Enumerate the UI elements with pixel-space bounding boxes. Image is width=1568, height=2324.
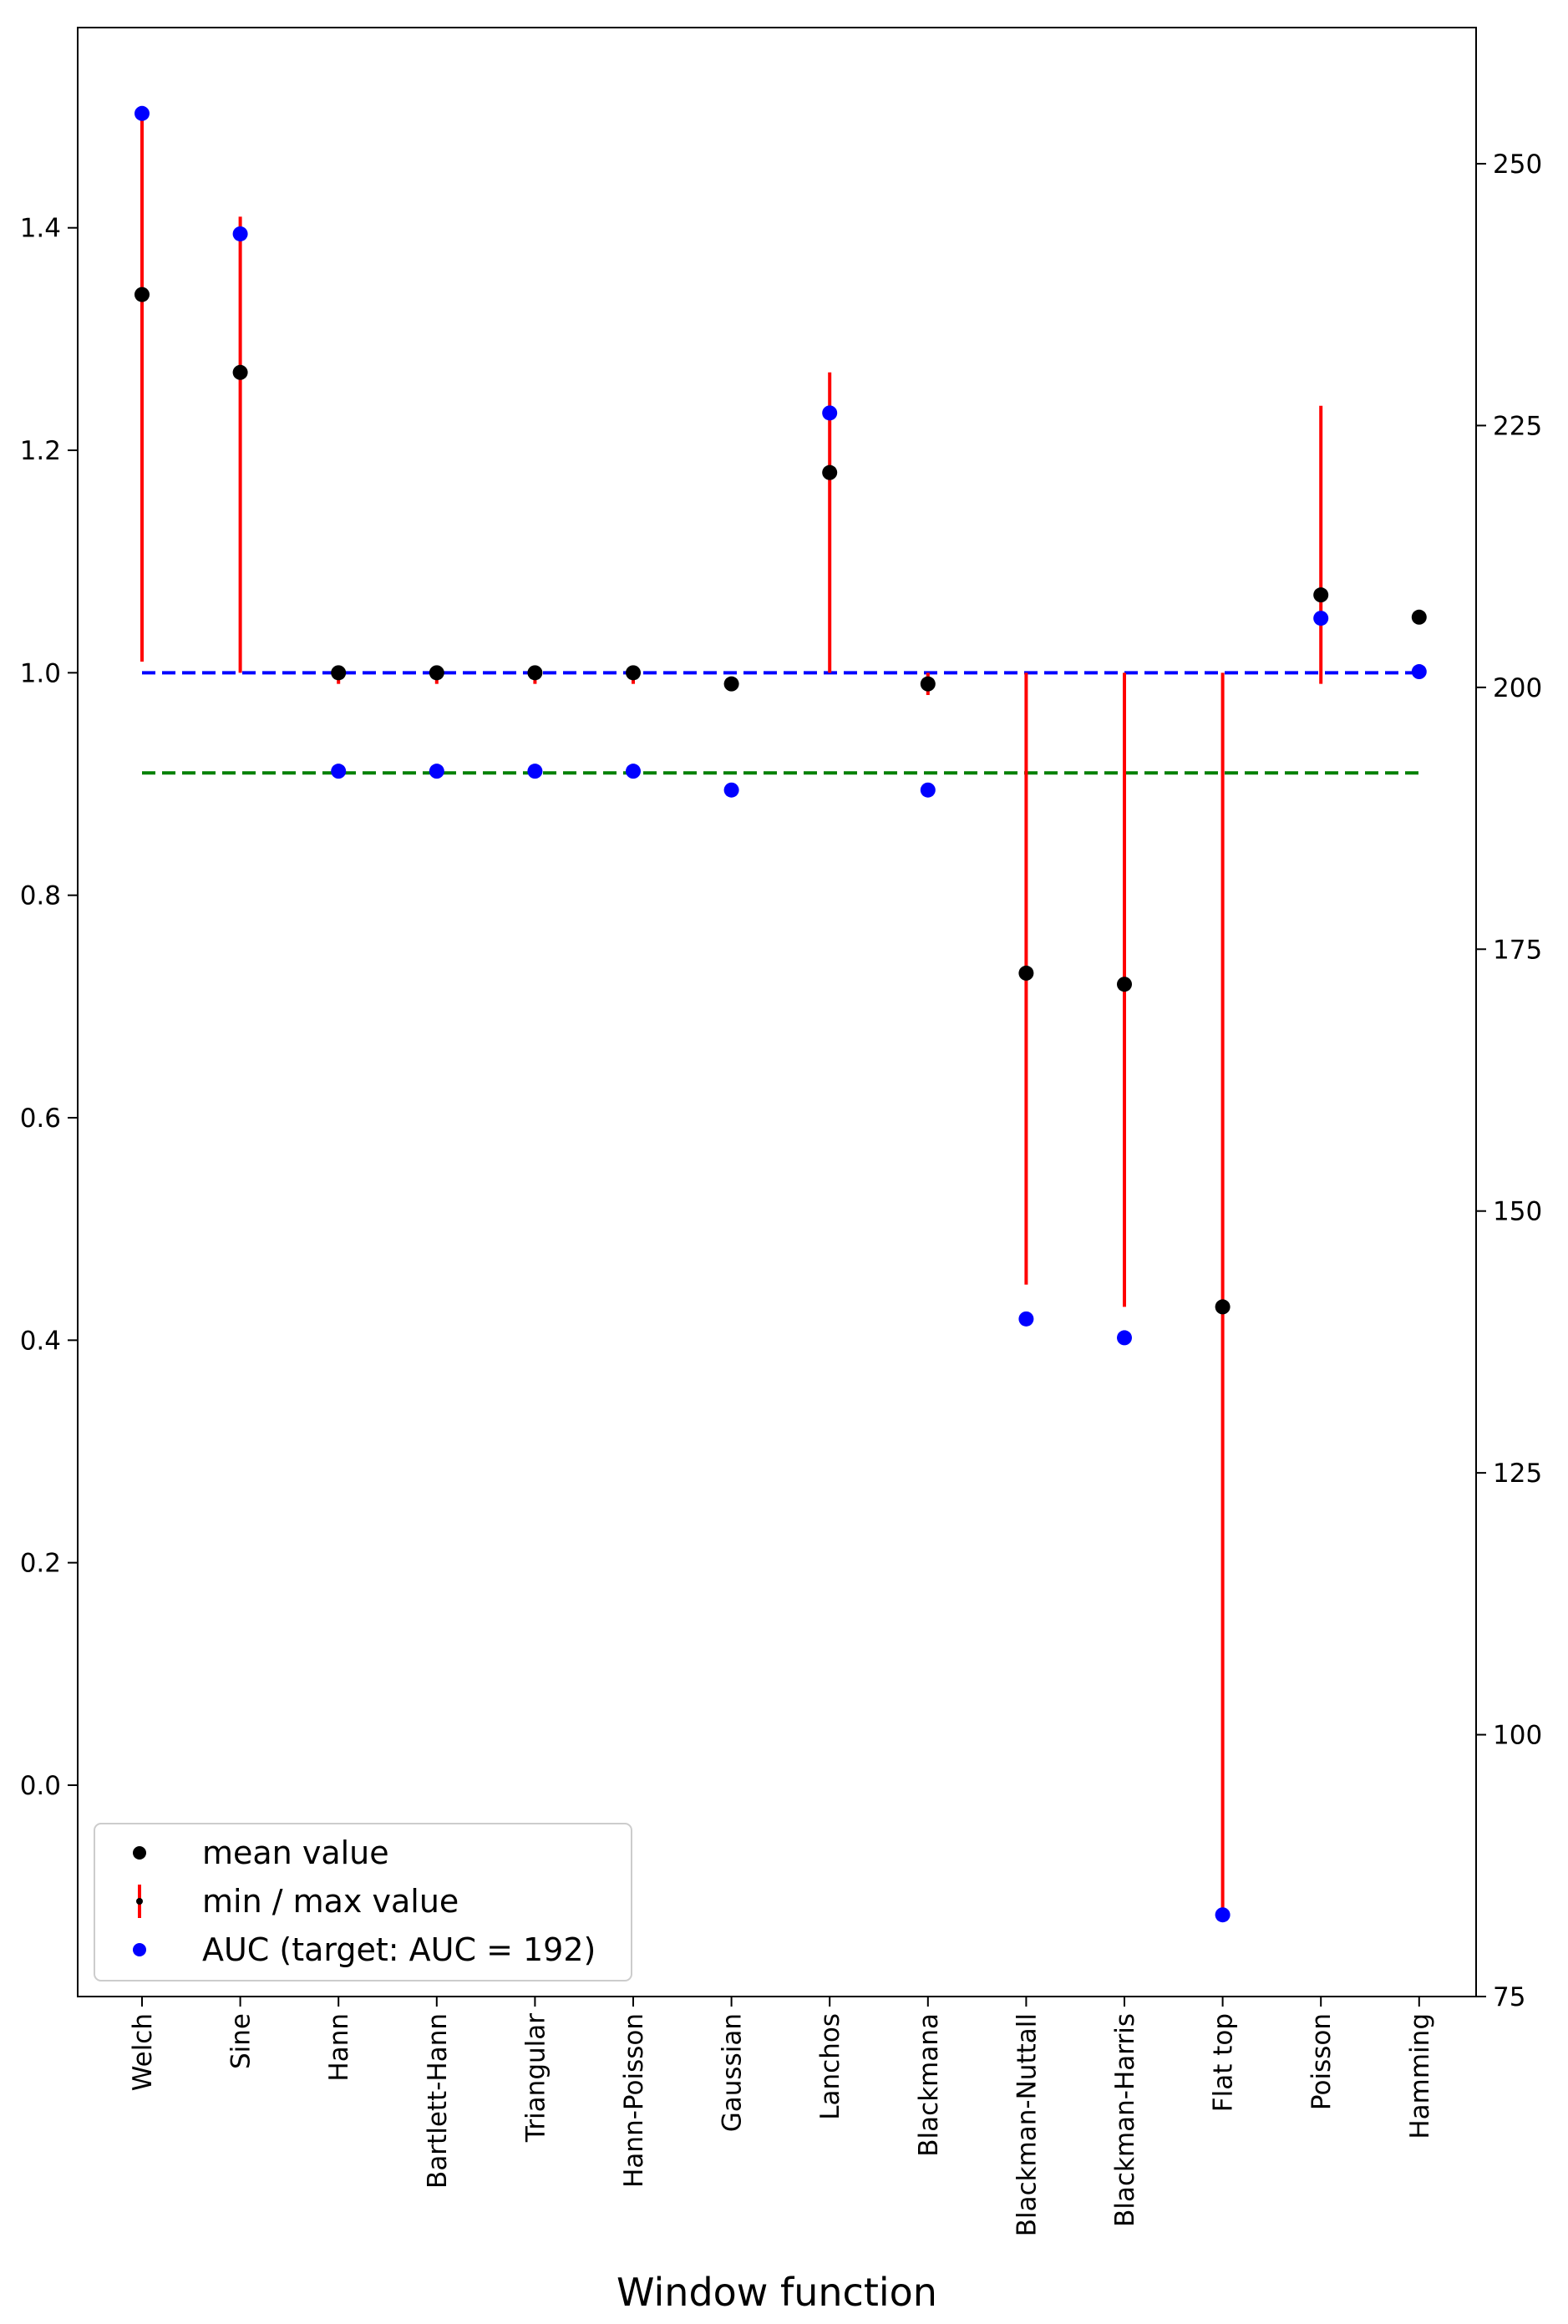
x-tick-label: Blackman-Nuttall xyxy=(1012,2013,1042,2236)
mean-point xyxy=(1018,965,1034,981)
right-tick-label: 100 xyxy=(1493,1721,1542,1751)
auc-points xyxy=(134,105,1427,1923)
left-tick-label: 1.2 xyxy=(20,436,61,466)
right-tick-label: 175 xyxy=(1493,935,1542,965)
reference-lines xyxy=(142,671,1419,775)
right-y-axis: 75 100 125 150 175 200 225 250 xyxy=(1476,150,1542,2012)
auc-point xyxy=(920,782,936,798)
right-tick-label: 150 xyxy=(1493,1197,1542,1227)
auc-point xyxy=(626,764,641,779)
legend-label: AUC (target: AUC = 192) xyxy=(202,1931,596,1968)
x-tick-label: Poisson xyxy=(1307,2013,1337,2110)
legend-label: min / max value xyxy=(202,1883,459,1920)
auc-point xyxy=(1313,611,1329,627)
x-tick-label: Blackmana xyxy=(914,2013,944,2157)
mean-point xyxy=(1215,1299,1231,1315)
auc-point xyxy=(723,782,739,798)
left-tick-label: 1.4 xyxy=(20,214,61,244)
legend-label: mean value xyxy=(202,1834,389,1871)
x-tick-label: Hann xyxy=(324,2013,354,2082)
auc-point xyxy=(1117,1330,1132,1346)
auc-point xyxy=(232,226,248,241)
left-tick-label: 0.8 xyxy=(20,881,61,911)
right-tick-label: 125 xyxy=(1493,1459,1542,1489)
x-tick-label: Flat top xyxy=(1209,2013,1239,2112)
mean-point xyxy=(723,676,739,692)
left-y-axis: 0.0 0.2 0.4 0.6 0.8 1.0 1.2 1.4 xyxy=(20,214,78,1801)
legend-box xyxy=(94,1823,632,1981)
mean-point xyxy=(822,464,838,480)
left-tick-label: 0.2 xyxy=(20,1549,61,1579)
mean-point xyxy=(920,676,936,692)
mean-points xyxy=(134,287,1427,1315)
x-tick-label: Bartlett-Hann xyxy=(423,2013,453,2189)
x-tick-label: Hann-Poisson xyxy=(619,2013,649,2188)
mean-point xyxy=(1411,609,1427,625)
auc-point xyxy=(1411,664,1427,680)
auc-point xyxy=(822,405,838,421)
left-tick-label: 1.0 xyxy=(20,658,61,688)
x-tick-label: Gaussian xyxy=(718,2013,748,2132)
x-tick-label: Lanchos xyxy=(815,2013,845,2120)
x-axis-title: Window function xyxy=(617,2270,937,2315)
right-tick-label: 250 xyxy=(1493,150,1542,180)
mean-point xyxy=(1313,587,1329,603)
mean-point xyxy=(232,364,248,380)
legend-marker-mean xyxy=(133,1846,146,1860)
legend-marker-auc xyxy=(133,1943,146,1956)
auc-point xyxy=(1215,1907,1231,1923)
right-tick-label: 200 xyxy=(1493,673,1542,703)
auc-point xyxy=(1018,1311,1034,1327)
right-tick-label: 75 xyxy=(1493,1982,1525,2012)
mean-point xyxy=(331,665,347,681)
x-tick-label: Blackman-Harris xyxy=(1110,2013,1140,2227)
legend: mean value min / max value AUC (target: AU… xyxy=(94,1823,632,1981)
x-axis: Welch Sine Hann Bartlett-Hann Triangular Hann… xyxy=(128,1997,1435,2236)
auc-point xyxy=(134,105,150,121)
x-tick-label: Sine xyxy=(226,2013,256,2069)
auc-point xyxy=(527,764,543,779)
mean-point xyxy=(1117,977,1132,992)
auc-point xyxy=(331,764,347,779)
mean-point xyxy=(429,665,444,681)
plot-frame xyxy=(77,27,1477,1997)
mean-point xyxy=(527,665,543,681)
right-tick-label: 225 xyxy=(1493,411,1542,441)
auc-point xyxy=(429,764,444,779)
x-tick-label: Hamming xyxy=(1405,2013,1435,2139)
left-tick-label: 0.0 xyxy=(20,1771,61,1801)
left-tick-label: 0.4 xyxy=(20,1326,61,1356)
mean-point xyxy=(626,665,641,681)
legend-marker-range-dot xyxy=(136,1898,143,1905)
mean-point xyxy=(134,287,150,302)
x-tick-label: Welch xyxy=(128,2013,158,2091)
left-tick-label: 0.6 xyxy=(20,1104,61,1134)
x-tick-label: Triangular xyxy=(520,2013,551,2143)
